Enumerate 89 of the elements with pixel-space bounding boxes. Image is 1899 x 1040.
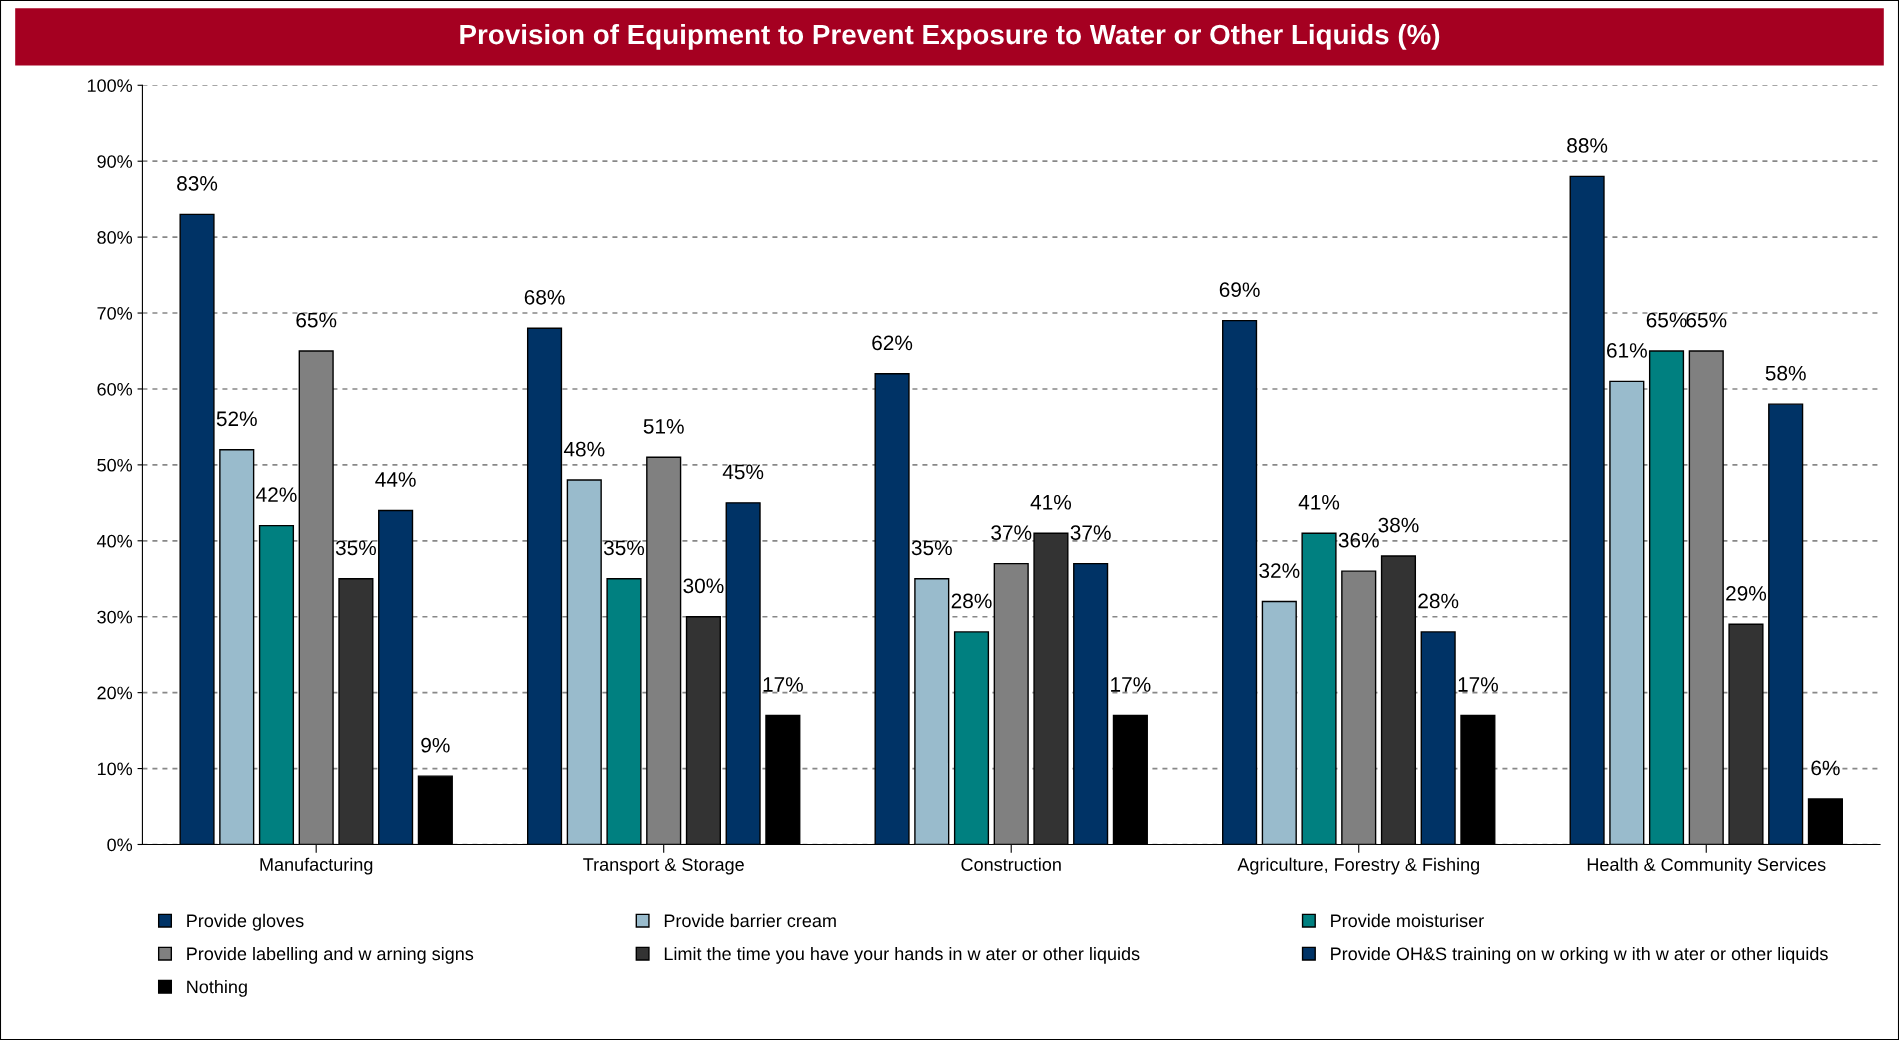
legend-label: Provide OH&S training on w orking w ith w ater or other liquids — [1331, 946, 1828, 964]
x-tick-label: Health & Community Services — [1587, 857, 1826, 875]
data-label: 52% — [216, 411, 257, 427]
x-tick-label: Transport & Storage — [583, 858, 744, 875]
y-tick-label: 80% — [97, 231, 133, 244]
bar — [378, 509, 414, 845]
bar — [1033, 532, 1069, 845]
y-tick-label: 20% — [97, 686, 133, 700]
data-label: 41% — [1030, 494, 1072, 510]
data-label: 42% — [256, 487, 297, 502]
bar — [1073, 562, 1109, 845]
bar — [1112, 714, 1148, 845]
bar — [1569, 175, 1605, 845]
x-tick-label: Agriculture, Forestry & Fishing — [1237, 857, 1479, 875]
legend-label: Provide barrier cream — [664, 913, 836, 928]
legend-label: Provide moisturiser — [1331, 913, 1484, 928]
data-label: 44% — [375, 472, 416, 487]
data-label: 68% — [524, 289, 565, 305]
bar — [1222, 319, 1258, 845]
bar — [417, 775, 453, 845]
bar — [1261, 600, 1297, 845]
y-tick-label: 70% — [97, 306, 133, 320]
data-label: 38% — [1378, 517, 1419, 533]
y-tick-label: 50% — [97, 458, 133, 472]
data-label: 65% — [296, 312, 337, 328]
bar — [219, 449, 255, 845]
data-label: 35% — [603, 540, 645, 556]
bar — [725, 502, 761, 845]
bar — [1609, 380, 1645, 845]
data-label: 6% — [1811, 760, 1840, 776]
legend-label: Nothing — [187, 980, 247, 997]
data-label: 62% — [872, 335, 913, 351]
data-label: 48% — [563, 441, 605, 457]
data-label: 28% — [1418, 593, 1459, 609]
data-label: 51% — [643, 419, 684, 434]
data-label: 35% — [911, 540, 952, 556]
bar — [338, 578, 374, 845]
data-label: 69% — [1219, 282, 1260, 298]
data-label: 37% — [1070, 525, 1111, 541]
data-label: 29% — [1726, 586, 1767, 601]
data-label: 32% — [1259, 563, 1300, 578]
bar — [1728, 623, 1764, 845]
data-label: 17% — [763, 677, 803, 692]
y-tick-label: 100% — [87, 79, 133, 92]
x-tick-label: Construction — [961, 857, 1061, 871]
legend-label: Provide labelling and w arning signs — [187, 946, 474, 964]
data-label: 61% — [1607, 343, 1647, 358]
bar — [526, 327, 563, 845]
bar — [1380, 555, 1417, 845]
bar — [179, 213, 215, 845]
data-label: 41% — [1298, 494, 1340, 510]
data-label: 9% — [421, 737, 450, 753]
bar — [566, 479, 602, 845]
y-tick-label: 30% — [97, 610, 133, 624]
data-label: 36% — [1338, 532, 1379, 548]
chart-title: Provision of Equipment to Prevent Exposure to Water or Other Liquids (%) — [460, 23, 1440, 50]
data-label: 37% — [991, 525, 1032, 541]
bar — [606, 578, 642, 845]
legend-label: Limit the time you have your hands in w ater or other liquids — [664, 946, 1140, 964]
bar — [914, 578, 950, 845]
data-label: 45% — [722, 464, 764, 480]
data-label: 65% — [1646, 312, 1687, 328]
bar — [765, 714, 801, 845]
data-label: 58% — [1765, 365, 1806, 381]
bar — [1648, 350, 1685, 845]
legend-label: Provide gloves — [187, 913, 304, 931]
y-tick-label: 10% — [97, 762, 133, 776]
data-label: 35% — [335, 540, 377, 556]
bar — [685, 616, 721, 845]
y-tick-label: 60% — [97, 382, 133, 396]
data-label: 83% — [177, 176, 218, 191]
data-label: 30% — [683, 578, 724, 594]
bar — [1301, 532, 1337, 845]
x-tick-label: Manufacturing — [260, 857, 373, 875]
data-label: 28% — [951, 593, 992, 609]
y-tick-label: 40% — [96, 534, 133, 548]
y-tick-label: 0% — [107, 838, 133, 852]
data-label: 88% — [1567, 138, 1608, 153]
bar — [258, 524, 295, 845]
data-label: 65% — [1686, 312, 1727, 328]
y-tick-label: 90% — [97, 155, 133, 168]
bar — [1460, 714, 1496, 845]
bar — [1420, 631, 1456, 845]
bar — [953, 631, 990, 845]
data-label: 17% — [1458, 677, 1498, 692]
bar — [874, 373, 910, 845]
bar — [1807, 798, 1843, 845]
data-label: 17% — [1111, 677, 1151, 692]
bar — [1768, 403, 1804, 845]
